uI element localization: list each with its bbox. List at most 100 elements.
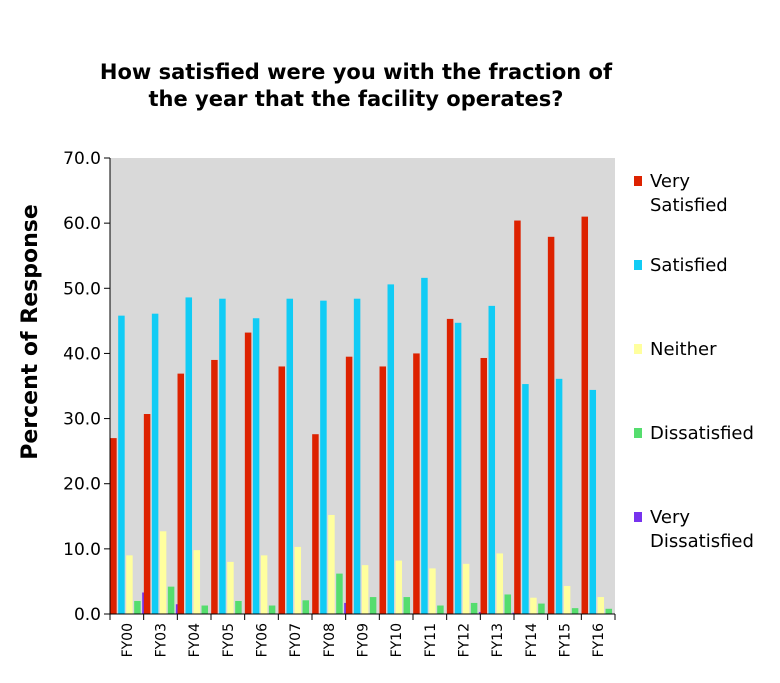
bar-fy11-series-1 [421,277,428,614]
bar-fy11-series-2 [429,568,436,614]
legend-swatch [634,344,642,354]
bar-fy09-series-2 [361,565,369,614]
bar-fy15-series-0 [547,236,555,614]
bar-fy05-series-3 [235,600,242,614]
bar-fy10-series-0 [379,366,387,614]
legend-label: Very [650,507,690,528]
bar-fy14-series-0 [514,220,521,615]
bar-fy04-series-3 [201,605,209,614]
bar-fy16-series-0 [581,216,589,614]
bar-fy07-series-3 [302,600,310,614]
axes-group: 0.0 10.0 20.0 30.0 40.0 50.0 60.0 70.0 FY00 FY03 F… [63,149,616,658]
bar-fy12-series-3 [470,602,478,614]
bar-fy11-series-0 [413,353,420,614]
bar-fy13-series-0 [480,357,488,614]
legend-swatch [634,512,642,522]
legend-swatch [634,260,642,270]
chart-title-line-1: How satisfied were you with the fraction… [100,60,613,84]
bar-fy00-series-0 [110,438,117,614]
x-tick-label: FY10 [389,623,405,657]
legend-label: Neither [650,339,717,360]
bar-fy04-series-1 [185,297,193,614]
x-tick-label: FY07 [288,623,304,657]
x-tick-label: FY11 [423,623,439,657]
bar-fy15-series-1 [555,378,563,614]
x-tick-label: FY06 [255,623,271,658]
legend-label: Satisfied [650,195,728,216]
bar-fy08-series-2 [328,514,335,614]
bar-fy14-series-2 [530,597,537,614]
bar-fy00-series-3 [134,600,141,614]
bar-fy14-series-1 [522,384,529,614]
bar-fy08-series-0 [312,434,319,614]
bar-fy06-series-1 [252,318,260,614]
bar-fy07-series-1 [286,298,294,614]
bar-fy03-series-1 [151,313,159,614]
y-tick-label: 50.0 [63,279,101,299]
y-tick-label: 10.0 [63,540,101,560]
bar-fy10-series-2 [395,560,403,614]
x-tick-label: FY12 [457,623,473,657]
legend-swatch [634,428,642,438]
bar-fy05-series-1 [219,298,226,614]
bar-fy12-series-0 [446,318,454,614]
legend: Very Satisfied Satisfied Neither Dissatisfie… [634,171,754,552]
x-tick-label: FY03 [154,623,170,657]
x-tick-label: FY08 [322,623,338,657]
x-tick-label: FY09 [356,623,372,657]
x-tick-label: FY15 [558,623,574,657]
bar-fy16-series-3 [605,608,613,614]
y-tick-label: 0.0 [74,605,101,625]
bar-fy06-series-3 [268,605,276,614]
bar-fy04-series-2 [193,550,201,614]
y-tick-label: 70.0 [63,149,101,169]
bar-fy00-series-2 [126,555,133,614]
legend-swatch [634,176,642,186]
bar-fy05-series-0 [211,359,218,614]
bar-fy09-series-1 [353,298,361,614]
bar-fy08-series-1 [320,300,327,614]
bar-fy00-series-1 [118,315,125,614]
bar-fy12-series-1 [454,322,462,614]
x-tick-label: FY04 [187,623,203,658]
bar-fy13-series-3 [504,594,512,614]
x-tick-label: FY13 [490,623,506,657]
legend-label: Very [650,171,690,192]
bar-fy05-series-2 [227,561,234,614]
y-tick-label: 40.0 [63,344,101,364]
bar-fy03-series-2 [159,531,167,614]
chart-title-line-2: the year that the facility operates? [149,87,564,111]
y-axis-label: Percent of Response [18,204,43,460]
bars-group [110,216,613,615]
bar-fy12-series-2 [462,563,470,614]
bar-fy09-series-0 [345,356,353,614]
y-tick-label: 20.0 [63,475,101,495]
legend-label: Dissatisfied [650,531,754,552]
plot-area [110,158,615,614]
bar-fy04-series-0 [177,373,185,614]
bar-fy06-series-0 [244,332,252,614]
bar-fy13-series-1 [488,305,496,614]
bar-fy10-series-1 [387,284,395,614]
bar-fy16-series-2 [597,597,605,614]
bar-fy07-series-0 [278,366,286,614]
bar-fy14-series-3 [538,603,545,614]
bar-fy13-series-2 [496,553,504,614]
legend-label: Dissatisfied [650,423,754,444]
x-tick-label: FY05 [221,623,237,657]
y-tick-label: 60.0 [63,214,101,234]
y-tick-label: 30.0 [63,410,101,430]
bar-fy15-series-3 [571,608,579,614]
x-tick-label: FY16 [591,623,607,658]
legend-label: Satisfied [650,255,728,276]
bar-fy15-series-2 [563,585,571,614]
x-tick-label: FY14 [524,623,540,658]
bar-fy07-series-2 [294,546,302,614]
bar-fy10-series-3 [403,597,411,614]
bar-fy03-series-3 [167,586,175,614]
bar-fy11-series-3 [437,605,444,614]
bar-fy03-series-0 [143,414,151,614]
bar-fy08-series-3 [336,573,343,614]
bar-fy09-series-3 [369,597,377,614]
